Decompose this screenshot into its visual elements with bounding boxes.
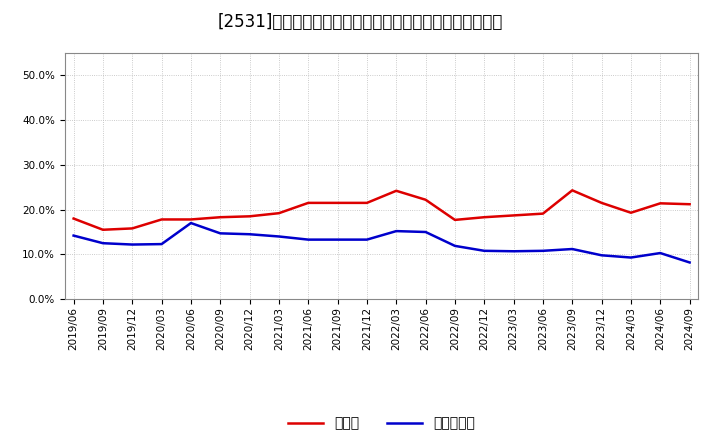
有利子負債 [480, 248, 489, 253]
有利子負債 [656, 250, 665, 256]
現預金 [421, 197, 430, 202]
現預金 [539, 211, 547, 216]
現預金 [186, 217, 195, 222]
現預金 [304, 200, 312, 205]
有利子負債 [598, 253, 606, 258]
Legend: 現預金, 有利子負債: 現預金, 有利子負債 [282, 410, 482, 437]
有利子負債 [363, 237, 372, 242]
現預金 [626, 210, 635, 215]
現預金 [128, 226, 137, 231]
有利子負債 [246, 231, 254, 237]
現預金 [568, 188, 577, 193]
Text: [2531]　現預金、有利子負債の総資産に対する比率の推移: [2531] 現預金、有利子負債の総資産に対する比率の推移 [217, 13, 503, 31]
現預金 [451, 217, 459, 223]
有利子負債 [157, 242, 166, 247]
有利子負債 [274, 234, 283, 239]
有利子負債 [99, 241, 107, 246]
現預金 [598, 200, 606, 205]
現預金 [685, 202, 694, 207]
Line: 有利子負債: 有利子負債 [73, 223, 690, 263]
有利子負債 [568, 246, 577, 252]
有利子負債 [509, 249, 518, 254]
現預金 [656, 201, 665, 206]
有利子負債 [128, 242, 137, 247]
有利子負債 [333, 237, 342, 242]
現預金 [333, 200, 342, 205]
有利子負債 [216, 231, 225, 236]
有利子負債 [685, 260, 694, 265]
現預金 [274, 211, 283, 216]
Line: 現預金: 現預金 [73, 191, 690, 230]
有利子負債 [421, 229, 430, 235]
有利子負債 [304, 237, 312, 242]
有利子負債 [539, 248, 547, 253]
有利子負債 [451, 243, 459, 249]
現預金 [509, 213, 518, 218]
有利子負債 [392, 228, 400, 234]
現預金 [157, 217, 166, 222]
現預金 [216, 215, 225, 220]
有利子負債 [186, 220, 195, 226]
有利子負債 [69, 233, 78, 238]
現預金 [99, 227, 107, 232]
現預金 [363, 200, 372, 205]
現預金 [392, 188, 400, 194]
現預金 [246, 214, 254, 219]
有利子負債 [626, 255, 635, 260]
現預金 [480, 215, 489, 220]
現預金 [69, 216, 78, 221]
